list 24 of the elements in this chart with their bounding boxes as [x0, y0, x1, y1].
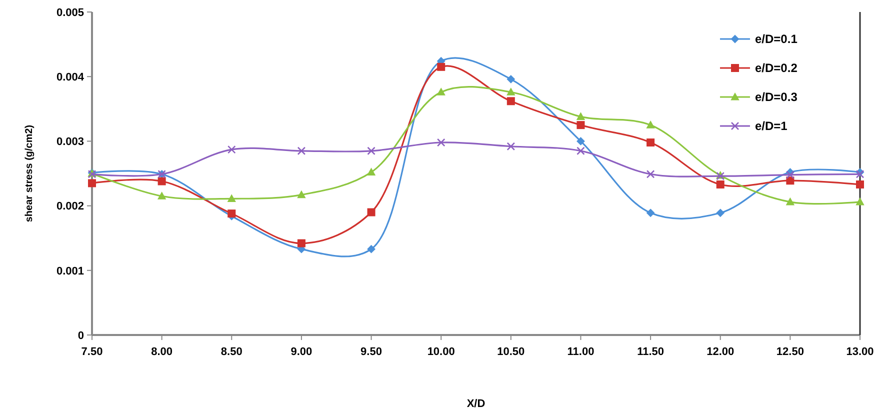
x-tick-label: 12.00	[706, 346, 734, 358]
x-axis-title: X/D	[466, 398, 486, 410]
y-tick-label: 0.004	[56, 71, 85, 84]
y-tick-label: 0.002	[56, 200, 84, 213]
x-tick-label: 11.50	[637, 346, 664, 358]
legend-label: e/D=0.2	[755, 61, 798, 76]
x-tick-label: 9.00	[290, 346, 312, 358]
x-tick-label: 8.50	[220, 346, 242, 358]
y-axis-title: shear stress (g/cm2)	[24, 124, 35, 222]
x-tick-label: 9.50	[360, 346, 382, 358]
y-tick-label: 0.003	[56, 136, 84, 148]
x-tick-label: 10.50	[497, 346, 525, 358]
legend-label: e/D=1	[755, 119, 788, 134]
x-tick-label: 7.50	[81, 346, 103, 358]
y-tick-label: 0.005	[56, 6, 84, 19]
x-tick-label: 8.00	[151, 346, 173, 358]
x-tick-label: 10.00	[427, 346, 455, 358]
x-tick-label: 13.00	[846, 346, 874, 358]
legend-label: e/D=0.3	[755, 90, 798, 104]
x-tick-label: 11.00	[567, 346, 594, 358]
legend-label: e/D=0.1	[755, 32, 798, 46]
y-tick-label: 0	[78, 330, 84, 342]
y-tick-label: 0.001	[56, 265, 84, 278]
x-tick-label: 12.50	[776, 346, 804, 358]
